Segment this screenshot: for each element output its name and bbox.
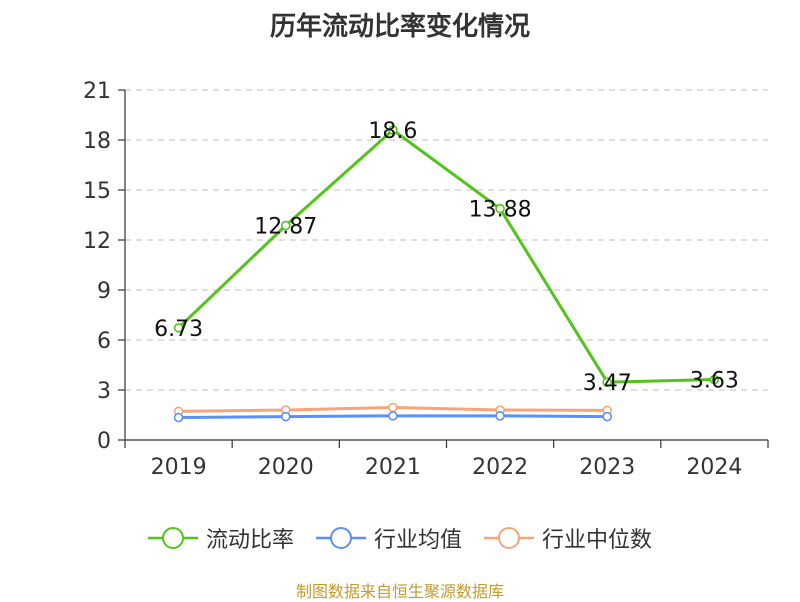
series-lines	[177, 128, 715, 419]
data-label: 6.73	[154, 317, 203, 342]
data-label: 3.47	[583, 371, 632, 396]
legend-item[interactable]: 行业均值	[315, 522, 462, 554]
legend-label: 行业均值	[373, 528, 462, 553]
data-point	[602, 411, 613, 422]
chart-title: 历年流动比率变化情况	[269, 12, 530, 42]
legend-swatch	[484, 527, 534, 549]
data-point	[173, 323, 184, 333]
legend-swatch	[147, 527, 198, 549]
legend-swatch	[315, 527, 366, 549]
y-tick-label: 18	[83, 129, 111, 154]
legend-label: 流动比率	[205, 528, 294, 553]
data-point	[173, 412, 184, 423]
data-point	[280, 220, 291, 231]
data-point	[280, 411, 291, 422]
axes: 0 3 6 9 12 15 18 21 2019 2020 2021 2022 2023 2024	[83, 79, 769, 480]
y-tick-label: 15	[83, 179, 111, 204]
y-tick-label: 6	[97, 329, 111, 354]
data-label: 13.88	[469, 198, 532, 223]
data-points	[173, 125, 720, 423]
data-label: 18.6	[368, 119, 417, 144]
series-line	[177, 128, 715, 384]
data-point	[602, 377, 613, 387]
data-point	[388, 402, 398, 413]
legend-item[interactable]: 流动比率	[147, 522, 294, 554]
x-tick-label: 2023	[579, 455, 635, 480]
x-tick-label: 2021	[365, 455, 421, 480]
data-label: 12.87	[254, 215, 317, 240]
x-tick-label: 2019	[151, 455, 207, 480]
data-point	[388, 125, 398, 135]
source-note: 制图数据来自恒生聚源数据库	[295, 582, 504, 601]
legend: 流动比率 行业均值 行业中位数	[0, 518, 800, 558]
legend-label: 行业中位数	[542, 528, 653, 553]
x-tick-label: 2020	[258, 455, 314, 480]
x-tick-label: 2022	[472, 455, 528, 480]
y-tick-label: 21	[83, 79, 111, 104]
y-tick-label: 0	[97, 429, 111, 454]
data-labels: 6.73 12.87 18.6 13.88 3.47 3.63	[154, 119, 739, 396]
data-point	[709, 374, 720, 385]
y-tick-label: 3	[97, 379, 111, 404]
y-tick-label: 9	[97, 279, 111, 304]
y-tick-label: 12	[83, 229, 111, 254]
data-point	[388, 411, 398, 421]
data-label: 3.63	[690, 369, 739, 394]
data-point	[495, 203, 505, 214]
data-point	[495, 411, 505, 421]
x-tick-label: 2024	[686, 455, 742, 480]
legend-item[interactable]: 行业中位数	[484, 522, 652, 554]
grid-lines	[125, 89, 768, 391]
